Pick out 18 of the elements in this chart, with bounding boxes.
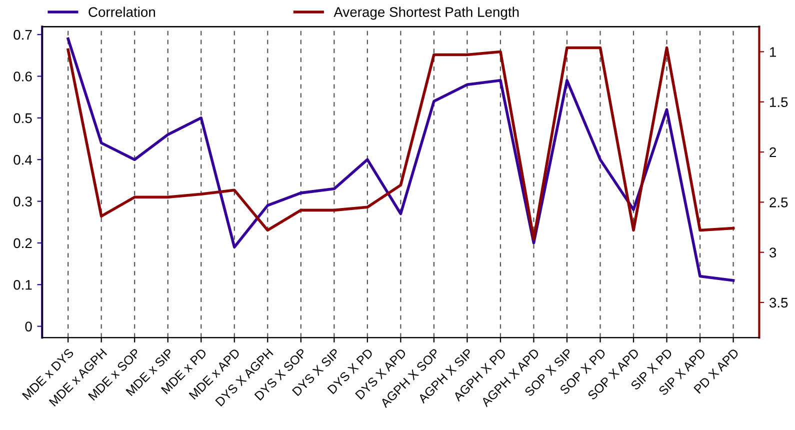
y-tick-label: 0.1 [14,280,32,290]
y2-tick-label: 2.5 [770,197,788,208]
y2-tick-label: 3 [769,248,776,258]
y-tick-label: 0.6 [14,72,32,82]
line-series [66,46,735,241]
y2-tick-label: 3.5 [769,298,788,308]
legend-label: Correlation [88,6,155,17]
y-tick-label: 0.5 [14,113,32,124]
y-tick-label: 0.7 [14,30,32,40]
line-series [66,37,735,282]
legend-label: Average Shortest Path Length [334,6,519,20]
y2-tick-label: 1.5 [770,97,788,108]
y2-tick-label: 1 [770,47,776,57]
y-tick-label: 0.3 [14,196,32,206]
y-tick-label: 0.4 [14,154,32,165]
y-tick-label: 0 [25,322,32,332]
y2-tick-label: 2 [770,147,776,158]
y-tick-label: 0.2 [14,238,32,248]
